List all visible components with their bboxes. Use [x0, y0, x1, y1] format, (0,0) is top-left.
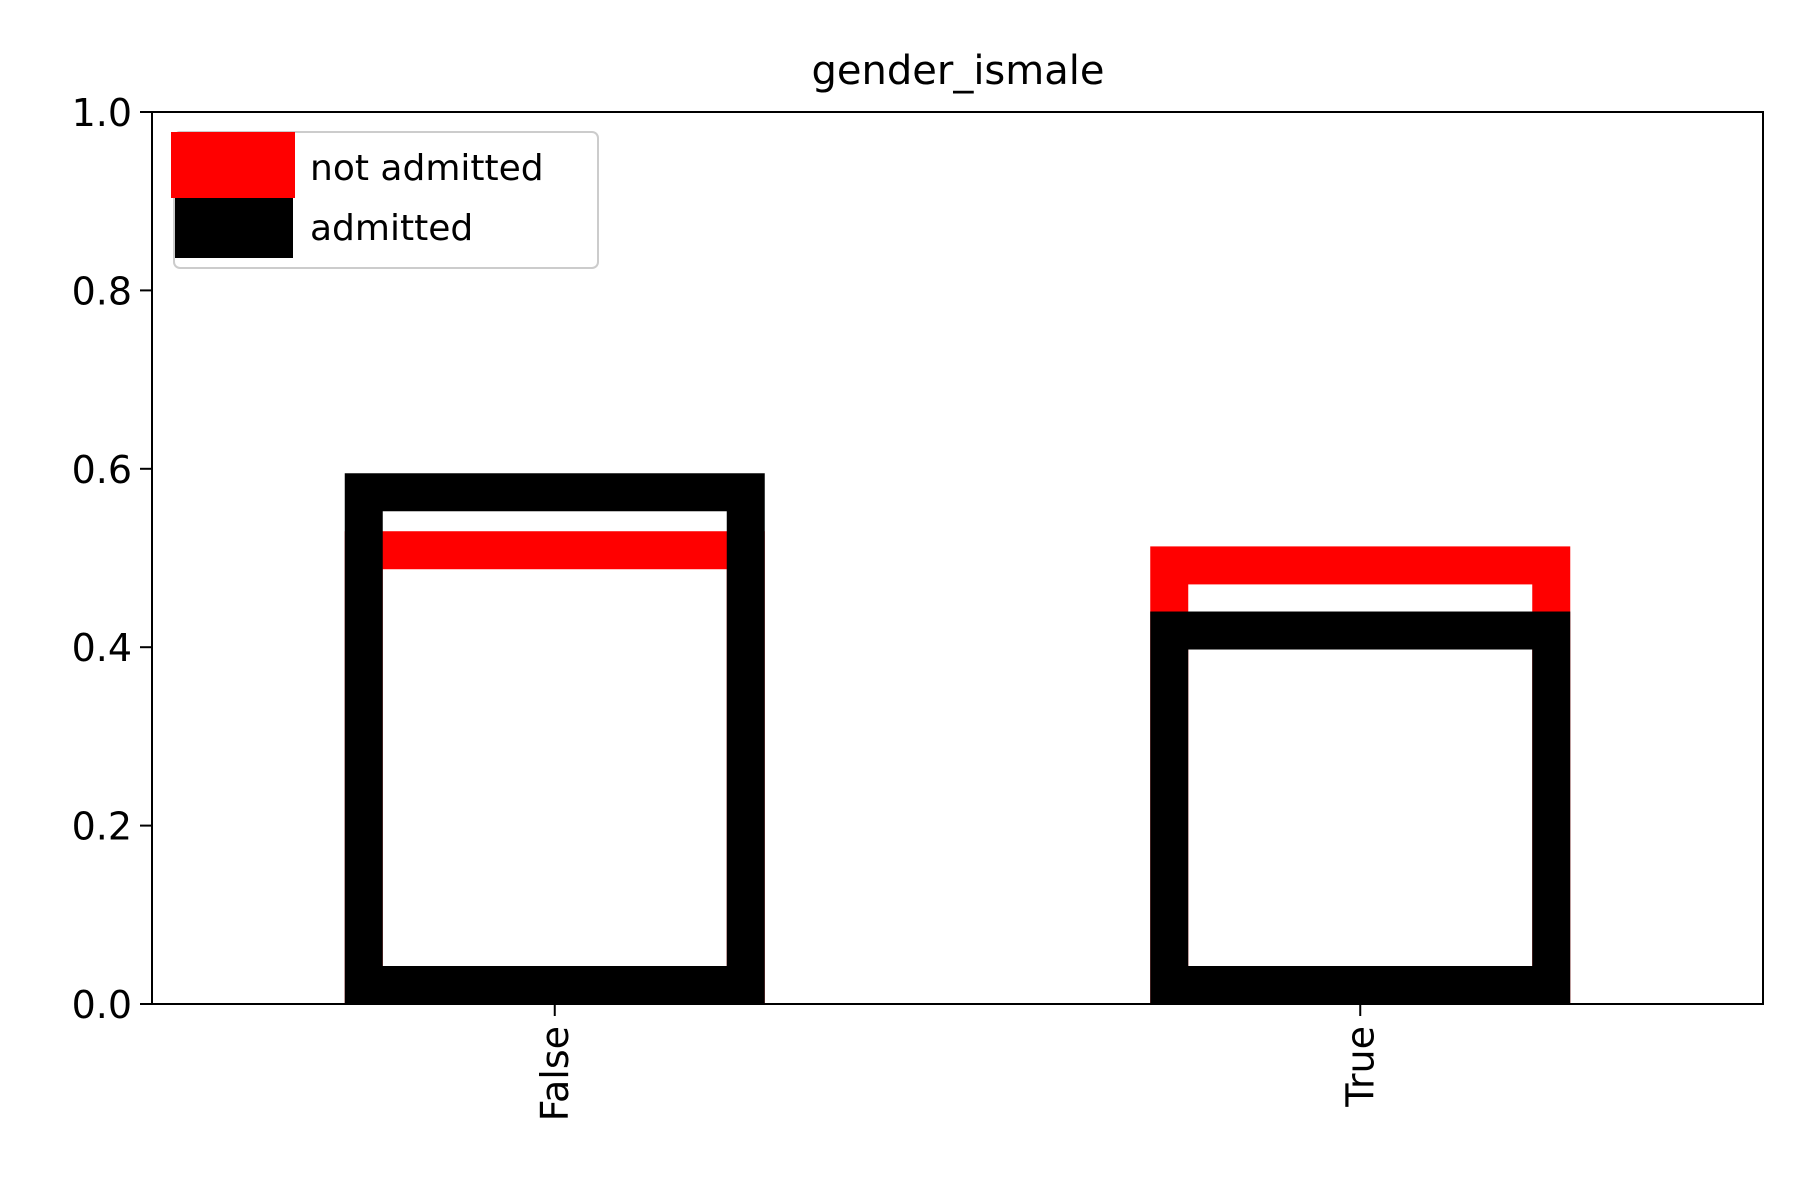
y-tick-label: 0.6 [72, 448, 132, 492]
plot-frame [151, 111, 1764, 1005]
x-tick-label: False [533, 1026, 577, 1121]
y-tick-label: 1.0 [72, 91, 132, 135]
y-tick-label: 0.0 [72, 983, 132, 1027]
y-tick-label: 0.4 [72, 626, 132, 670]
legend-label-admitted: admitted [310, 208, 473, 249]
bar-admitted-true [1150, 611, 1571, 1005]
legend-swatch-admitted [175, 198, 293, 258]
legend: not admitted admitted [171, 131, 599, 269]
bars-layer [344, 473, 1571, 1005]
x-axis: False True [533, 1004, 1382, 1121]
legend-label-not-admitted: not admitted [310, 148, 544, 189]
y-tick-label: 0.2 [72, 805, 132, 849]
x-tick-label: True [1338, 1026, 1382, 1108]
y-axis: 0.0 0.2 0.4 0.6 0.8 1.0 [72, 91, 152, 1027]
bar-admitted-false [344, 473, 765, 1004]
legend-swatch-not-admitted [171, 132, 295, 198]
chart-title: gender_ismale [812, 48, 1105, 94]
y-tick-label: 0.8 [72, 269, 132, 313]
